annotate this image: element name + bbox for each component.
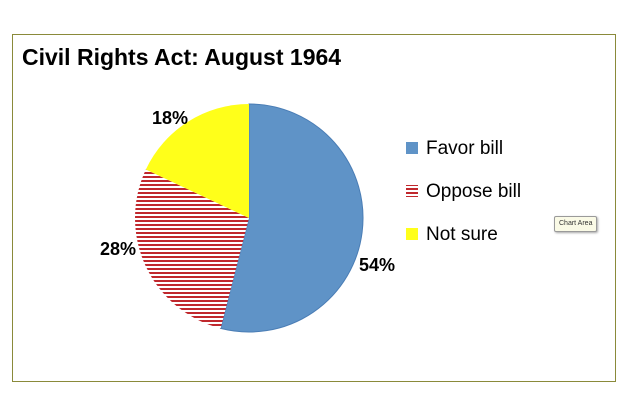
chart-area-tooltip: Chart Area [554,216,598,232]
data-label-favor-bill: 54% [359,255,395,275]
chart-title: Civil Rights Act: August 1964 [22,44,342,70]
legend-label-not-sure: Not sure [426,224,498,245]
legend-swatch-favor-bill [406,142,418,154]
data-label-not-sure: 18% [152,108,188,128]
legend-label-oppose-bill: Oppose bill [426,181,521,202]
legend-swatch-oppose-bill [406,185,418,197]
pie-slice-favor-bill[interactable] [220,103,364,333]
pie-slice-not-sure[interactable] [145,104,249,218]
legend-label-favor-bill: Favor bill [426,138,503,159]
pie-slice-oppose-bill[interactable] [135,169,249,329]
legend-swatch-not-sure [406,228,418,240]
data-label-oppose-bill: 28% [100,239,136,259]
